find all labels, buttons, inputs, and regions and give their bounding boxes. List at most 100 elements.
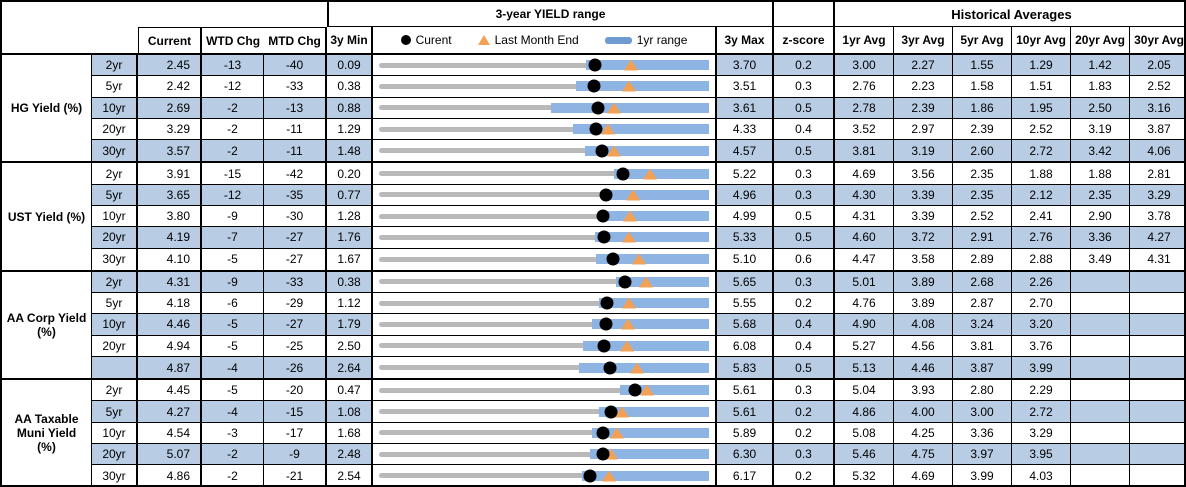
avg-cell: 2.60 — [953, 140, 1012, 162]
table-header: 3-year YIELD range Historical Averages C… — [2, 2, 1184, 55]
current-cell: 4.94 — [138, 335, 202, 356]
zscore-cell: 0.2 — [774, 293, 835, 314]
zscore-cell: 0.5 — [774, 227, 835, 248]
avg-cell: 2.27 — [894, 55, 953, 76]
3y-range-track — [379, 83, 709, 89]
avg-cell: 1.51 — [1012, 76, 1071, 97]
3y-max-cell: 3.70 — [717, 55, 774, 76]
last-month-end-marker — [609, 427, 624, 439]
avg-cell: 2.26 — [1012, 271, 1071, 293]
current-marker — [583, 469, 597, 483]
1yr-range-bar — [585, 145, 709, 156]
current-marker — [589, 122, 603, 136]
range-chart-cell — [373, 184, 717, 205]
current-cell: 3.65 — [138, 184, 202, 205]
last-month-end-marker — [621, 318, 636, 330]
avg-cell — [1071, 444, 1130, 465]
section: HG Yield (%) 2yr 2.45 -13 -40 0.09 3.70 0.2 3.00… — [2, 55, 1184, 164]
1yr-range-bar — [596, 254, 709, 265]
avg-cell: 3.76 — [1012, 335, 1071, 356]
1yr-range-bar — [585, 60, 709, 71]
wtd-chg-cell: -4 — [202, 401, 264, 422]
current-marker — [591, 101, 605, 115]
current-marker — [596, 209, 610, 223]
3y-range-track — [379, 300, 709, 306]
last-month-end-marker — [602, 470, 616, 482]
table-row: 4.87 -4 -26 2.64 5.83 0.5 5.13 4.46 3.87 3.99 — [92, 356, 1184, 379]
table-row: 20yr 5.07 -2 -9 2.48 6.30 0.3 5.46 4.75 3.97 3.95 — [92, 444, 1184, 466]
avg-cell: 2.05 — [1130, 55, 1184, 76]
avg-cell — [1130, 314, 1184, 335]
tenor-cell: 5yr — [92, 401, 138, 422]
zscore-cell: 0.5 — [774, 97, 835, 118]
3y-min-cell: 2.54 — [327, 465, 373, 485]
wtd-chg-cell: -9 — [202, 205, 264, 227]
avg-cell: 1.29 — [1012, 55, 1071, 76]
last-month-end-marker — [622, 210, 637, 222]
3y-range-track — [379, 451, 709, 457]
current-cell: 4.45 — [138, 380, 202, 401]
3y-max-cell: 5.10 — [717, 248, 774, 270]
table-row: 30yr 4.10 -5 -27 1.67 5.10 0.6 4.47 3.58 2.89 2.88… — [92, 248, 1184, 270]
col-header-wtd-mtd: WTD Chg MTD Chg — [202, 27, 327, 53]
avg-cell: 1.58 — [953, 76, 1012, 97]
legend-current: Curent — [400, 33, 452, 47]
current-marker — [606, 252, 620, 266]
table-row: 2yr 2.45 -13 -40 0.09 3.70 0.2 3.00 2.27 1.55 1.29… — [92, 55, 1184, 77]
col-header-avg-30yr-avg: 30yr Avg — [1130, 27, 1184, 53]
range-chart-cell — [373, 422, 717, 444]
3y-range-track — [379, 256, 709, 262]
avg-cell: 3.20 — [1012, 314, 1071, 335]
3y-max-cell: 4.99 — [717, 205, 774, 227]
zscore-cell: 0.3 — [774, 76, 835, 97]
header-blank-zscore-top — [774, 2, 835, 27]
avg-cell: 1.42 — [1071, 55, 1130, 76]
table-row: 2yr 4.31 -9 -33 0.38 5.65 0.3 5.01 3.89 2.68 2.26 — [92, 271, 1184, 294]
1yr-range-bar — [601, 189, 709, 200]
current-cell: 4.87 — [138, 356, 202, 379]
wtd-chg-cell: -12 — [202, 184, 264, 205]
current-cell: 2.69 — [138, 97, 202, 118]
zscore-cell: 0.2 — [774, 465, 835, 485]
avg-cell: 3.95 — [1012, 444, 1071, 465]
3y-min-cell: 0.20 — [327, 163, 373, 184]
3y-range-track — [379, 105, 709, 111]
table-row: 30yr 3.57 -2 -11 1.48 4.57 0.5 3.81 3.19 2.60 2.72… — [92, 140, 1184, 162]
tenor-cell: 20yr — [92, 444, 138, 465]
avg-cell — [1071, 401, 1130, 422]
avg-cell: 2.52 — [1130, 76, 1184, 97]
table-row: 10yr 3.80 -9 -30 1.28 4.99 0.5 4.31 3.39 2.52 2.41… — [92, 205, 1184, 228]
section: AA Corp Yield (%) 2yr 4.31 -9 -33 0.38 5.65 0.3 5… — [2, 271, 1184, 381]
wtd-chg-cell: -6 — [202, 293, 264, 314]
range-chart-cell — [373, 97, 717, 118]
tenor-cell: 20yr — [92, 118, 138, 140]
last-month-end-marker — [643, 168, 658, 180]
avg-cell: 1.83 — [1071, 76, 1130, 97]
3y-min-cell: 1.79 — [327, 314, 373, 335]
avg-cell: 4.30 — [835, 184, 894, 205]
3y-range-track — [379, 387, 709, 393]
avg-cell: 4.86 — [835, 401, 894, 422]
current-marker — [597, 230, 611, 244]
1yr-range-bar — [589, 449, 709, 460]
last-month-end-marker — [640, 384, 655, 396]
current-cell: 4.86 — [138, 465, 202, 485]
current-cell: 5.07 — [138, 444, 202, 465]
group-label: AA Corp Yield (%) — [2, 271, 92, 379]
3y-min-cell: 0.09 — [327, 55, 373, 76]
3y-min-cell: 0.47 — [327, 380, 373, 401]
avg-cell: 3.78 — [1130, 205, 1184, 227]
avg-cell: 4.25 — [894, 422, 953, 444]
1yr-range-bar — [599, 406, 709, 417]
avg-cell: 1.88 — [1071, 163, 1130, 184]
current-marker — [618, 275, 632, 289]
avg-cell: 3.87 — [953, 356, 1012, 379]
avg-cell: 4.69 — [894, 465, 953, 485]
avg-cell: 5.27 — [835, 335, 894, 356]
mtd-chg-cell: -30 — [264, 205, 327, 227]
wtd-chg-cell: -5 — [202, 314, 264, 335]
table-row: 5yr 4.27 -4 -15 1.08 5.61 0.2 4.86 4.00 3.00 2.72 — [92, 401, 1184, 423]
avg-cell: 3.81 — [835, 140, 894, 162]
range-chart-cell — [373, 205, 717, 227]
3y-min-cell: 1.28 — [327, 205, 373, 227]
